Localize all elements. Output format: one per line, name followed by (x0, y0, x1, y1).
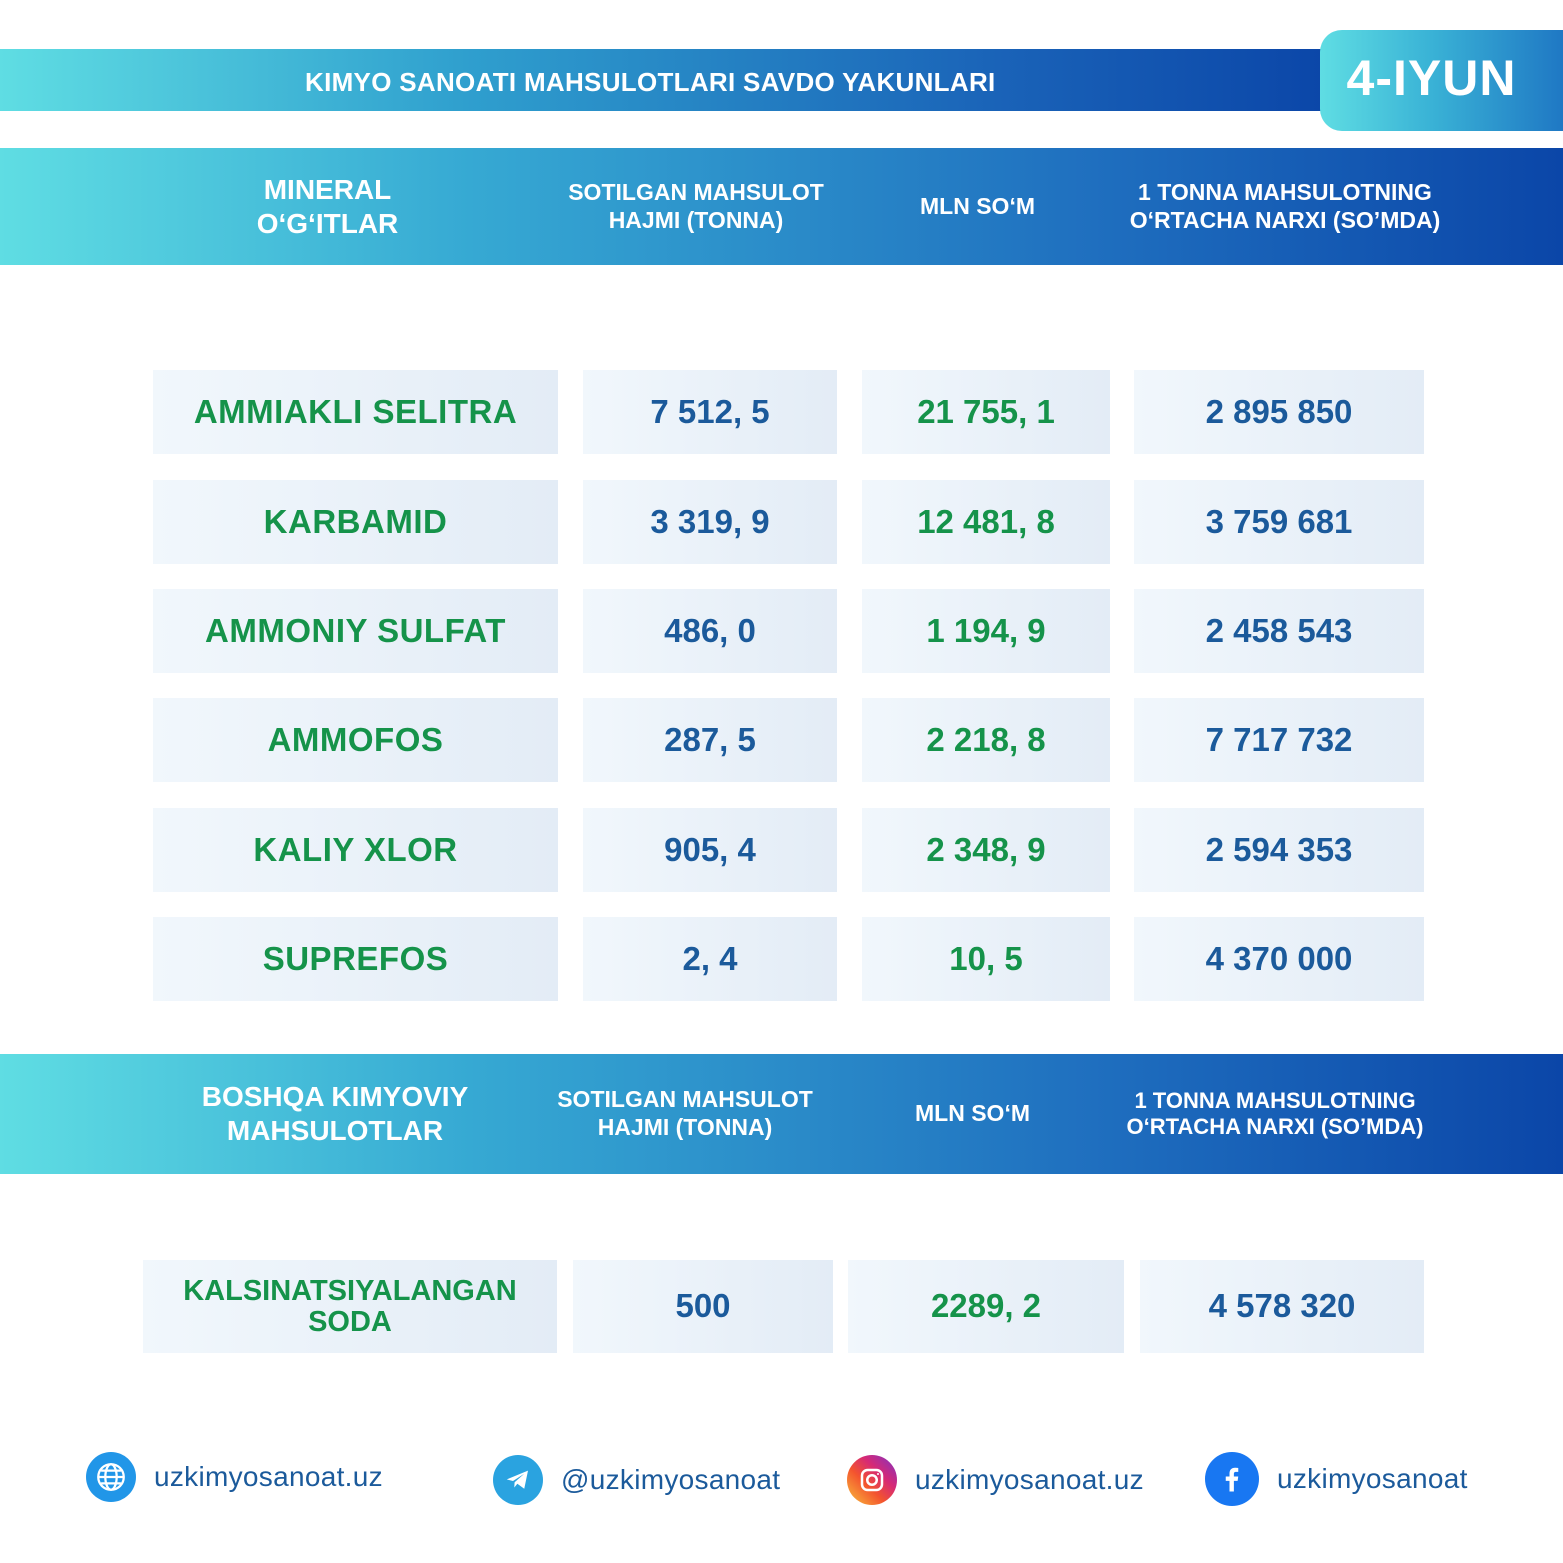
facebook-link[interactable]: uzkimyosanoat (1205, 1452, 1468, 1506)
other-table-header: BOSHQA KIMYOVIY MAHSULOTLAR SOTILGAN MAH… (0, 1054, 1563, 1174)
product-name: KALIY XLOR (153, 808, 558, 892)
telegram-label: @uzkimyosanoat (561, 1464, 781, 1495)
header-price: 1 TONNA MAHSULOTNING O‘RTACHA NARXI (SO’… (1126, 1087, 1424, 1139)
price-value: 4 578 320 (1140, 1260, 1424, 1353)
facebook-label: uzkimyosanoat (1277, 1463, 1468, 1494)
product-name: AMMIAKLI SELITRA (153, 370, 558, 454)
instagram-label: uzkimyosanoat.uz (915, 1464, 1144, 1495)
website-label: uzkimyosanoat.uz (154, 1461, 383, 1492)
facebook-icon (1205, 1452, 1259, 1506)
instagram-icon (847, 1455, 897, 1505)
telegram-link[interactable]: @uzkimyosanoat (493, 1455, 780, 1505)
date-label: 4-IYUN (1346, 50, 1517, 106)
volume-value: 486, 0 (583, 589, 837, 673)
price-value: 2 594 353 (1134, 808, 1424, 892)
telegram-icon (493, 1455, 543, 1505)
price-value: 2 458 543 (1134, 589, 1424, 673)
header-category: BOSHQA KIMYOVIY MAHSULOTLAR (201, 1081, 469, 1146)
globe-icon (86, 1452, 136, 1502)
volume-value: 3 319, 9 (583, 480, 837, 564)
mineral-table-header: MINERAL O‘G‘ITLAR SOTILGAN MAHSULOT HAJM… (0, 148, 1563, 265)
instagram-link[interactable]: uzkimyosanoat.uz (847, 1455, 1144, 1505)
date-badge: 4-IYUN (1320, 30, 1563, 131)
product-name: AMMONIY SULFAT (153, 589, 558, 673)
volume-value: 2, 4 (583, 917, 837, 1001)
volume-value: 500 (573, 1260, 833, 1353)
product-name: KARBAMID (153, 480, 558, 564)
price-value: 4 370 000 (1134, 917, 1424, 1001)
amount-value: 10, 5 (862, 917, 1110, 1001)
header-amount: MLN SO‘M (915, 1100, 1030, 1127)
price-value: 7 717 732 (1134, 698, 1424, 782)
amount-value: 2 218, 8 (862, 698, 1110, 782)
amount-value: 2289, 2 (848, 1260, 1124, 1353)
title-banner: KIMYO SANOATI MAHSULOTLARI SAVDO YAKUNLA… (0, 49, 1330, 111)
price-value: 2 895 850 (1134, 370, 1424, 454)
header-price: 1 TONNA MAHSULOTNING O‘RTACHA NARXI (SO’… (1129, 178, 1441, 233)
volume-value: 905, 4 (583, 808, 837, 892)
amount-value: 1 194, 9 (862, 589, 1110, 673)
price-value: 3 759 681 (1134, 480, 1424, 564)
website-link[interactable]: uzkimyosanoat.uz (86, 1452, 383, 1502)
volume-value: 287, 5 (583, 698, 837, 782)
product-name: AMMOFOS (153, 698, 558, 782)
product-name: SUPREFOS (153, 917, 558, 1001)
header-amount: MLN SO‘M (920, 192, 1035, 219)
header-category: MINERAL O‘G‘ITLAR (256, 173, 399, 239)
header-volume: SOTILGAN MAHSULOT HAJMI (TONNA) (557, 1086, 813, 1140)
header-volume: SOTILGAN MAHSULOT HAJMI (TONNA) (568, 178, 824, 233)
amount-value: 2 348, 9 (862, 808, 1110, 892)
page-title: KIMYO SANOATI MAHSULOTLARI SAVDO YAKUNLA… (305, 67, 996, 97)
amount-value: 12 481, 8 (862, 480, 1110, 564)
product-name: KALSINATSIYALANGAN SODA (143, 1260, 557, 1353)
volume-value: 7 512, 5 (583, 370, 837, 454)
amount-value: 21 755, 1 (862, 370, 1110, 454)
